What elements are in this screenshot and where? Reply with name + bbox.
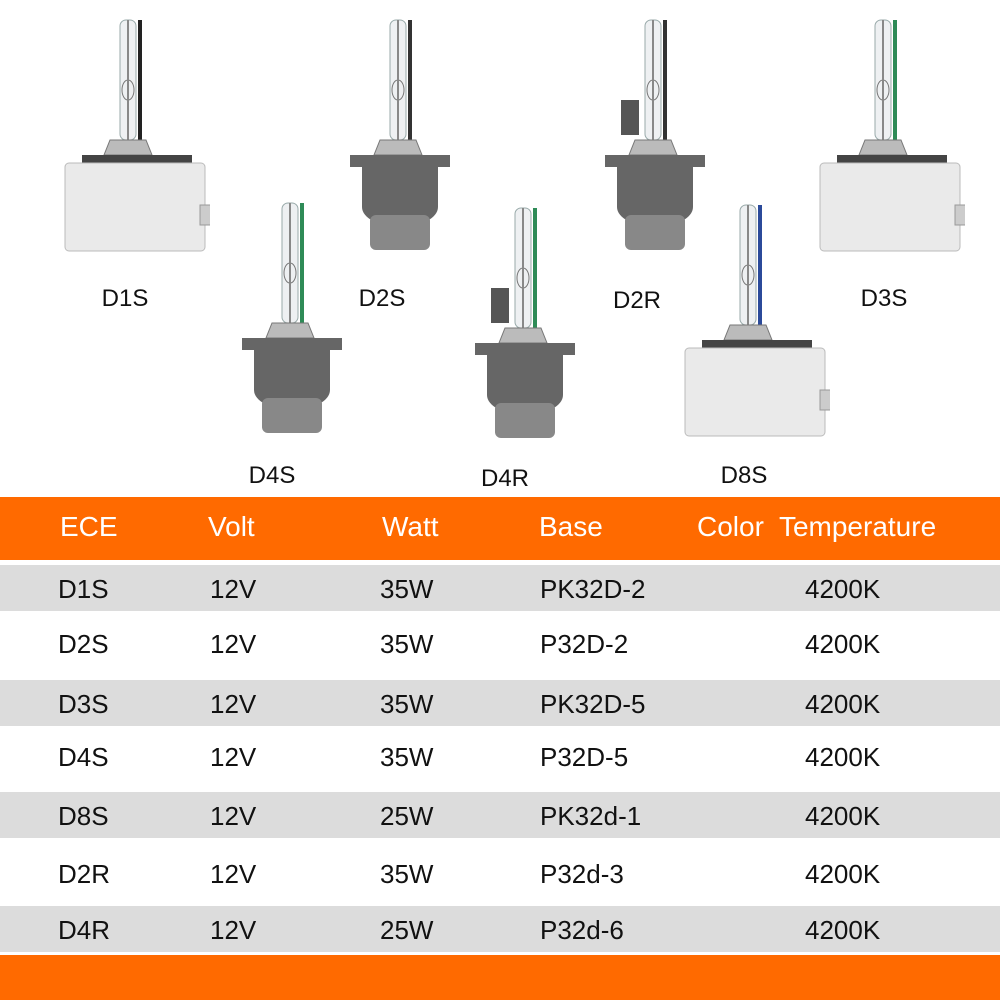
bulb-d4s bbox=[222, 198, 372, 448]
table-row: D3S 12V 35W PK32D-5 4200K bbox=[0, 680, 1000, 726]
table-cell: 4200K bbox=[805, 742, 881, 772]
table-cell: 35W bbox=[380, 629, 434, 659]
bulb-label: D2R bbox=[612, 287, 662, 314]
bulb-d1s bbox=[60, 15, 213, 265]
table-cell: 12V bbox=[210, 915, 257, 945]
header-base: Base bbox=[539, 511, 603, 542]
table-cell: 4200K bbox=[805, 859, 881, 889]
table-row: D1S 12V 35W PK32D-2 4200K bbox=[0, 565, 1000, 611]
bulb-label: D1S bbox=[101, 285, 149, 312]
table-cell: D2S bbox=[58, 629, 109, 659]
table-cell: 12V bbox=[210, 859, 257, 889]
table-cell: 35W bbox=[380, 689, 434, 719]
table-cell: D1S bbox=[58, 574, 109, 604]
header-color-temperature: Color Temperature bbox=[697, 511, 937, 542]
table-cell: P32d-6 bbox=[540, 915, 624, 945]
table-cell: 12V bbox=[210, 801, 257, 831]
table-cell: 4200K bbox=[805, 574, 881, 604]
table-cell: D4S bbox=[58, 742, 109, 772]
table-header: ECE Volt Watt Base Color Temperature bbox=[0, 497, 1000, 560]
bulb-d8s bbox=[680, 200, 833, 450]
table-cell: 4200K bbox=[805, 689, 881, 719]
bulb-label: D8S bbox=[720, 462, 768, 489]
bulb-d2r bbox=[585, 15, 735, 265]
header-volt: Volt bbox=[208, 511, 255, 542]
table-cell: 35W bbox=[380, 859, 434, 889]
table-cell: 4200K bbox=[805, 629, 881, 659]
table-cell: 12V bbox=[210, 689, 257, 719]
table-cell: D4R bbox=[58, 915, 111, 945]
table-row: D2S 12V 35W P32D-2 4200K bbox=[0, 620, 1000, 666]
table-cell: P32D-2 bbox=[540, 629, 629, 659]
table-cell: 4200K bbox=[805, 801, 881, 831]
bulb-d3s bbox=[815, 15, 968, 265]
table-cell: 35W bbox=[380, 574, 434, 604]
bulb-label: D2S bbox=[358, 285, 406, 312]
header-watt: Watt bbox=[382, 511, 439, 542]
table-cell: 12V bbox=[210, 742, 257, 772]
bulb-label: D3S bbox=[860, 285, 908, 312]
table-cell: 12V bbox=[210, 574, 257, 604]
footer-bar bbox=[0, 955, 1000, 1000]
table-row: D2R 12V 35W P32d-3 4200K bbox=[0, 850, 1000, 896]
table-row: D4S 12V 35W P32D-5 4200K bbox=[0, 733, 1000, 779]
table-cell: PK32d-1 bbox=[540, 801, 642, 831]
table-cell: D3S bbox=[58, 689, 109, 719]
bulb-d4r bbox=[455, 203, 605, 453]
table-cell: 12V bbox=[210, 629, 257, 659]
table-cell: P32d-3 bbox=[540, 859, 624, 889]
table-cell: PK32D-2 bbox=[540, 574, 646, 604]
bulb-label: D4S bbox=[248, 462, 296, 489]
table-cell: P32D-5 bbox=[540, 742, 629, 772]
table-cell: 4200K bbox=[805, 915, 881, 945]
bulb-label: D4R bbox=[480, 465, 530, 492]
table-row: D4R 12V 25W P32d-6 4200K bbox=[0, 906, 1000, 952]
table-cell: D2R bbox=[58, 859, 111, 889]
table-cell: 35W bbox=[380, 742, 434, 772]
bulb-d2s bbox=[330, 15, 480, 265]
table-row: D8S 12V 25W PK32d-1 4200K bbox=[0, 792, 1000, 838]
table-cell: PK32D-5 bbox=[540, 689, 646, 719]
table-cell: 25W bbox=[380, 915, 434, 945]
header-ece: ECE bbox=[60, 511, 118, 542]
table-cell: D8S bbox=[58, 801, 109, 831]
table-cell: 25W bbox=[380, 801, 434, 831]
